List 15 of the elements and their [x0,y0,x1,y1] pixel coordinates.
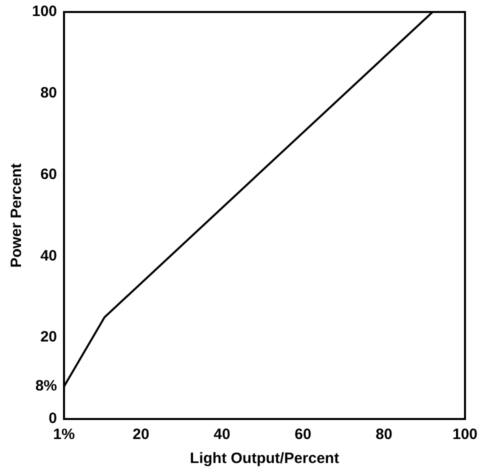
y-tick-label: 60 [40,166,58,183]
x-tick-label: 1% [53,426,75,444]
x-tick-label: 80 [376,426,392,444]
y-tick-label: 20 [40,328,58,346]
x-tick-label: 100 [452,426,478,444]
x-tick-label: 40 [214,426,230,444]
y-tick-label: 0 [48,410,58,428]
y-axis-title: Power Percent [8,163,26,268]
y-tick-label: 40 [40,247,58,264]
y-tick-label: 80 [40,84,58,102]
x-tick-label: 60 [294,426,312,444]
x-axis-title: Light Output/Percent [190,450,340,468]
y-tick-label: 8% [35,378,58,395]
x-tick-label: 20 [132,426,150,444]
y-tick-label: 100 [32,3,58,20]
